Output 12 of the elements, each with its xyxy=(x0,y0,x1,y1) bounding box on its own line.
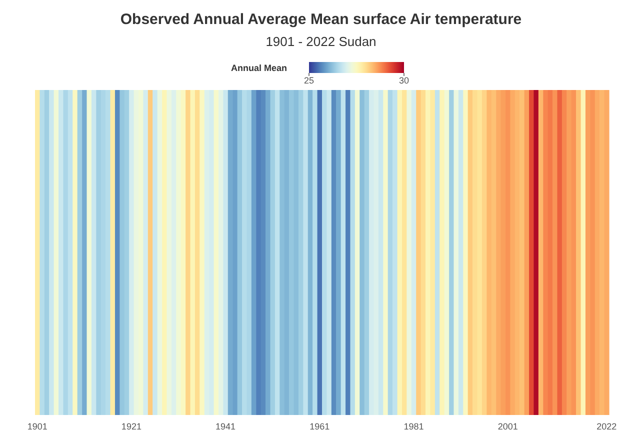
x-tick-label: 1981 xyxy=(404,421,424,432)
chart-title: Observed Annual Average Mean surface Air temperature xyxy=(120,11,522,28)
x-tick-label: 1901 xyxy=(27,421,48,432)
x-tick-label: 2001 xyxy=(498,421,518,432)
x-tick-label: 1941 xyxy=(216,421,236,432)
x-tick-label: 2022 xyxy=(596,421,617,432)
color-bar-label: 25 xyxy=(304,75,314,86)
chart-subtitle: 1901 - 2022 Sudan xyxy=(266,34,376,49)
color-bar-label: 30 xyxy=(398,75,410,86)
x-tick-label: 1921 xyxy=(121,421,142,432)
x-tick-label: 1961 xyxy=(310,421,330,432)
color-bar-title: Annual Mean xyxy=(230,63,287,73)
